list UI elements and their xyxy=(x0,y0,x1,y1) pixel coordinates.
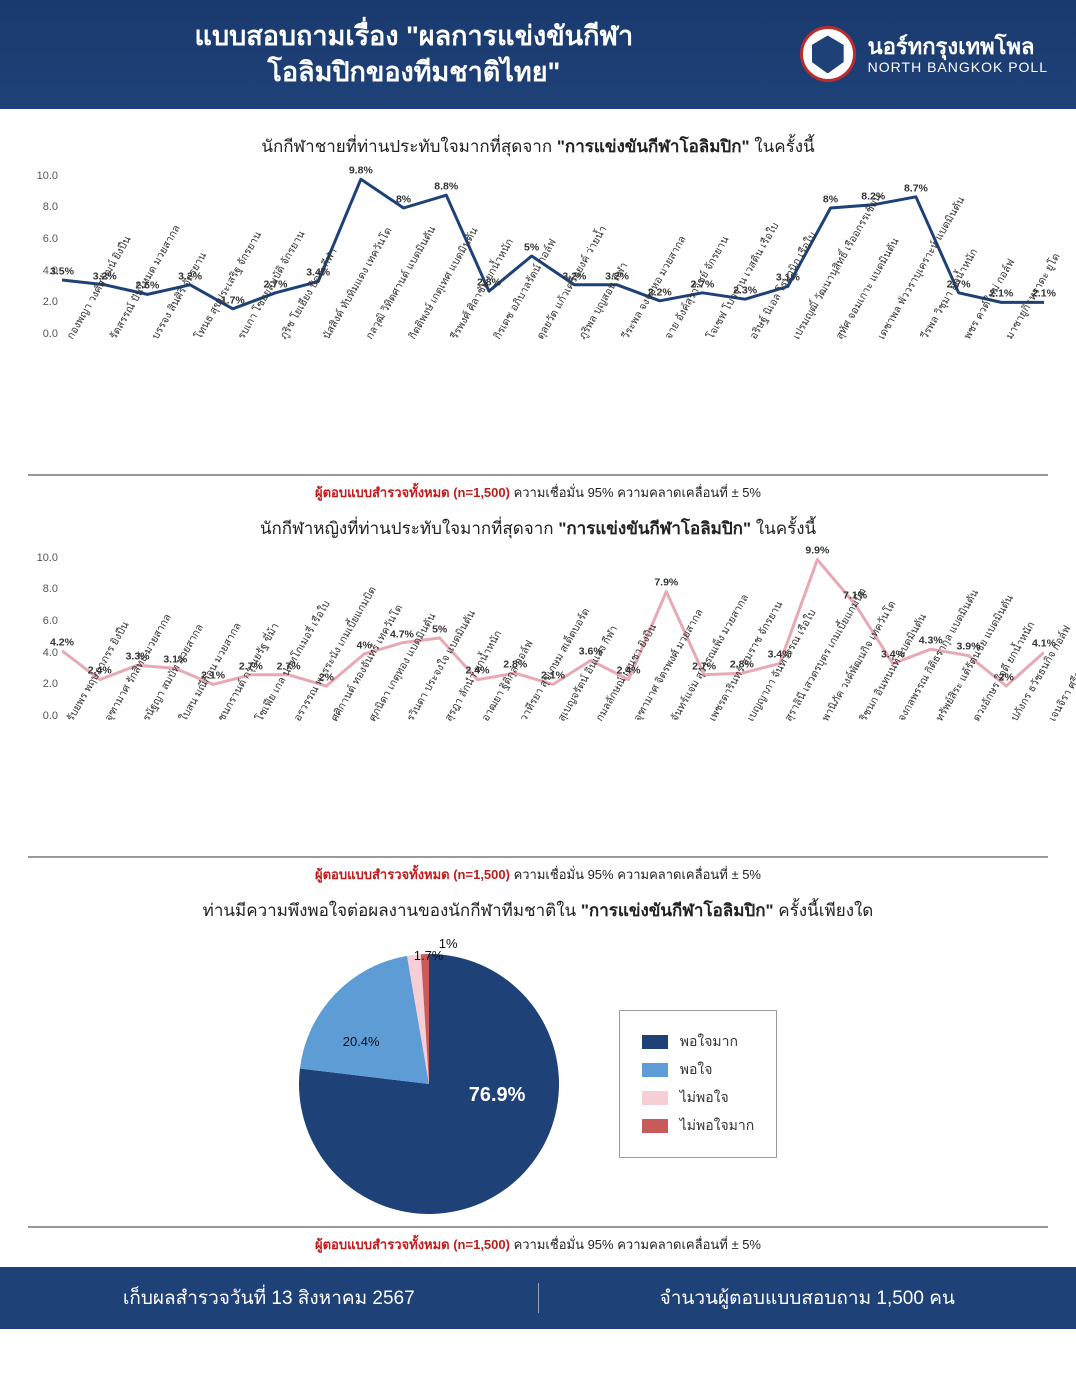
survey-title: แบบสอบถามเรื่อง "ผลการแข่งขันกีฬา โอลิมป… xyxy=(28,18,800,91)
data-point-label: 9.8% xyxy=(349,165,373,177)
male-chart-title: นักกีฬาชายที่ท่านประทับใจมากที่สุดจาก "ก… xyxy=(28,133,1048,160)
brand-badge-icon xyxy=(800,26,856,82)
footnote-3: ผู้ตอบแบบสำรวจทั้งหมด (n=1,500) ความเชื่… xyxy=(28,1234,1048,1255)
footer-bar: เก็บผลสำรวจวันที่ 13 สิงหาคม 2567 จำนวนผ… xyxy=(0,1267,1076,1329)
legend-item: ไม่พอใจ xyxy=(642,1087,755,1109)
brand: นอร์ทกรุงเทพโพล NORTH BANGKOK POLL xyxy=(800,26,1048,82)
pie-title: ท่านมีความพึงพอใจต่อผลงานของนักกีฬาทีมชา… xyxy=(28,897,1048,924)
data-point-label: 9.9% xyxy=(805,545,829,557)
legend-label: ไม่พอใจมาก xyxy=(680,1115,755,1137)
footer-count: จำนวนผู้ตอบแบบสอบถาม 1,500 คน xyxy=(539,1283,1076,1313)
legend-item: ไม่พอใจมาก xyxy=(642,1115,755,1137)
data-point-label: 8.7% xyxy=(904,182,928,194)
pie-chart: 76.9%20.4%1.7%1% xyxy=(299,954,559,1214)
legend-item: พอใจ xyxy=(642,1059,755,1081)
data-point-label: 3.5% xyxy=(50,265,74,277)
legend-label: พอใจ xyxy=(680,1059,713,1081)
female-line-chart: 0.02.04.06.08.010.04.2%2.4%3.3%3.1%2.1%2… xyxy=(28,548,1048,858)
legend-swatch xyxy=(642,1063,668,1077)
brand-name-th: นอร์ทกรุงเทพโพล xyxy=(868,34,1048,59)
pie-slice-label: 1% xyxy=(439,936,458,951)
pie-slice-label: 76.9% xyxy=(469,1084,526,1107)
data-point-label: 8% xyxy=(823,193,838,205)
footnote-2: ผู้ตอบแบบสำรวจทั้งหมด (n=1,500) ความเชื่… xyxy=(28,864,1048,885)
data-point-label: 4.2% xyxy=(50,636,74,648)
legend-item: พอใจมาก xyxy=(642,1031,755,1053)
data-point-label: 8.8% xyxy=(434,181,458,193)
footnote-1: ผู้ตอบแบบสำรวจทั้งหมด (n=1,500) ความเชื่… xyxy=(28,482,1048,503)
male-line-chart: 0.02.04.06.08.010.03.5%3.2%2.6%3.2%1.7%2… xyxy=(28,166,1048,476)
legend-swatch xyxy=(642,1119,668,1133)
header-bar: แบบสอบถามเรื่อง "ผลการแข่งขันกีฬา โอลิมป… xyxy=(0,0,1076,109)
legend-label: พอใจมาก xyxy=(680,1031,738,1053)
pie-legend: พอใจมากพอใจไม่พอใจไม่พอใจมาก xyxy=(619,1010,778,1158)
female-chart-title: นักกีฬาหญิงที่ท่านประทับใจมากที่สุดจาก "… xyxy=(28,515,1048,542)
legend-swatch xyxy=(642,1035,668,1049)
data-point-label: 8% xyxy=(396,193,411,205)
pie-slice-label: 20.4% xyxy=(343,1034,380,1049)
legend-label: ไม่พอใจ xyxy=(680,1087,729,1109)
legend-swatch xyxy=(642,1091,668,1105)
brand-name-en: NORTH BANGKOK POLL xyxy=(868,59,1048,75)
pie-section: 76.9%20.4%1.7%1% พอใจมากพอใจไม่พอใจไม่พอ… xyxy=(28,930,1048,1228)
footer-date: เก็บผลสำรวจวันที่ 13 สิงหาคม 2567 xyxy=(0,1283,539,1313)
data-point-label: 7.9% xyxy=(654,577,678,589)
